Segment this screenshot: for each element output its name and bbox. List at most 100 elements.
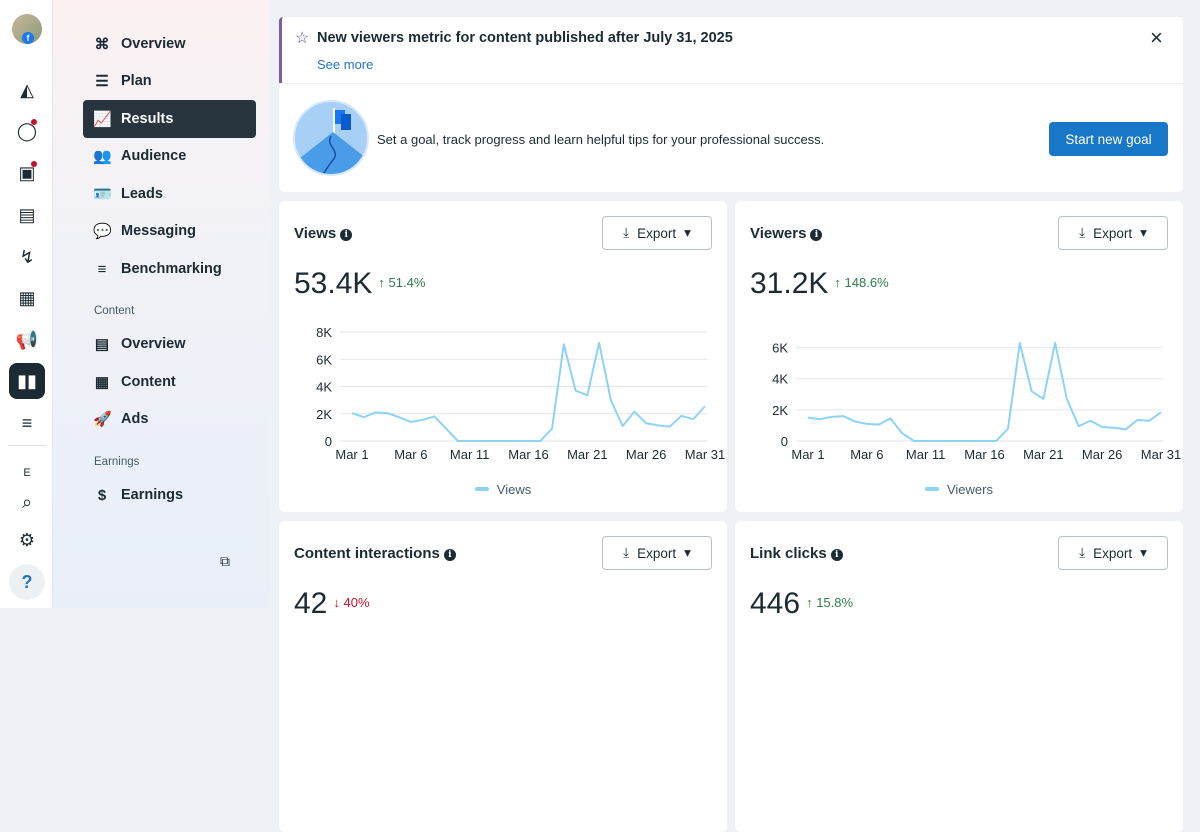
sidebar-item-label: Earnings [121,487,183,503]
export-button[interactable]: ⤓Export▾ [1058,536,1168,570]
activity-icon[interactable]: ↯ [9,239,45,275]
sidebar-item-content[interactable]: ▦Content [83,363,256,401]
avatar[interactable]: f [12,14,42,44]
start-new-goal-button[interactable]: Start new goal [1049,122,1168,156]
metric-value: 53.4K [294,267,372,300]
legend-label: Views [497,482,531,497]
x-tick-label: Mar 1 [335,447,368,462]
insights-icon[interactable]: ▮▮ [9,363,45,399]
sidebar-item-leads[interactable]: 🪪 Leads [83,175,256,213]
help-icon[interactable]: ? [9,564,45,600]
export-label: Export [1093,226,1132,241]
x-tick-label: Mar 1 [791,447,824,462]
x-tick-label: Mar 31 [1141,447,1181,462]
sidebar-item-label: Benchmarking [121,261,222,277]
export-label: Export [637,546,676,561]
content-overview-icon: ▤ [93,335,111,353]
x-tick-label: Mar 11 [906,447,946,462]
collapse-sidebar-icon[interactable]: ⧉ [220,553,230,570]
y-tick-label: 6K [316,352,332,367]
metric-change: ↑ 148.6% [834,275,888,290]
info-icon[interactable]: i [810,229,822,241]
export-button[interactable]: ⤓Export▾ [1058,216,1168,250]
close-icon[interactable]: × [1150,25,1163,51]
divider [8,445,46,446]
sidebar-item-benchmarking[interactable]: ≡Benchmarking [83,250,256,288]
compass-icon[interactable]: ◭ [9,72,45,108]
metric-value: 446 [750,587,800,620]
sidebar-item-label: Results [121,111,173,127]
star-icon: ☆ [295,28,309,48]
x-tick-label: Mar 16 [964,447,1004,462]
sidebar-item-label: Messaging [121,223,196,239]
x-tick-label: Mar 16 [508,447,548,462]
id-card-icon: 🪪 [93,185,111,203]
export-label: Export [637,226,676,241]
info-icon[interactable]: i [444,549,456,561]
list-icon: ☰ [93,72,111,90]
sidebar-item-label: Audience [121,148,186,164]
caret-down-icon: ▾ [1140,545,1147,561]
legend-swatch [925,487,939,491]
goal-illustration [293,100,369,176]
sidebar-item-earnings[interactable]: $Earnings [83,476,256,514]
x-tick-label: Mar 31 [685,447,725,462]
legend-label: Viewers [947,482,993,497]
notification-dot [31,161,37,167]
sidebar-item-label: Leads [121,186,163,202]
sidebar-item-overview[interactable]: ⌘Overview [83,25,256,63]
sidebar-item-plan[interactable]: ☰ Plan [83,62,256,100]
card-title: Content interactions [294,545,440,562]
info-icon[interactable]: i [340,229,352,241]
table-icon: ▦ [93,373,111,391]
sidebar-item-content-overview[interactable]: ▤Overview [83,325,256,363]
x-tick-label: Mar 21 [1023,447,1063,462]
x-tick-label: Mar 6 [850,447,883,462]
caret-down-icon: ▾ [684,225,691,241]
sidebar-item-messaging[interactable]: 💬Messaging [83,212,256,250]
x-tick-label: Mar 11 [450,447,490,462]
y-tick-label: 0 [781,434,788,449]
sidebar-item-label: Plan [121,73,152,89]
sidebar-item-ads[interactable]: 🚀Ads [83,400,256,438]
notice-banner: ☆ New viewers metric for content publish… [279,17,1183,83]
sidebar-item-audience[interactable]: 👥Audience [83,137,256,175]
edit-icon[interactable]: E [9,466,45,480]
chart-legend: Viewers [735,482,1183,497]
y-tick-label: 6K [772,341,788,356]
export-label: Export [1093,546,1132,561]
x-tick-label: Mar 26 [626,447,666,462]
legend-swatch [475,487,489,491]
contact-card-icon[interactable]: ▣ [9,155,45,191]
info-icon[interactable]: i [831,549,843,561]
metric-change: ↑ 51.4% [378,275,425,290]
banner-title: New viewers metric for content published… [317,30,733,46]
gear-icon[interactable]: ⚙ [9,522,45,558]
see-more-link[interactable]: See more [317,57,373,72]
calendar-icon[interactable]: ▦ [9,280,45,316]
search-icon[interactable]: ⌕ [9,484,45,520]
download-icon: ⤓ [1079,225,1085,241]
app-rail: f ◭ ◯ ▣ ▤ ↯ ▦ 📢 ▮▮ ≡ E ⌕ ⚙ ? [0,0,53,608]
menu-icon[interactable]: ≡ [9,405,45,441]
export-button[interactable]: ⤓Export▾ [602,536,712,570]
x-tick-label: Mar 6 [394,447,427,462]
y-tick-label: 4K [316,380,332,395]
megaphone-icon[interactable]: 📢 [9,322,45,358]
y-tick-label: 0 [325,434,332,449]
download-icon: ⤓ [623,225,629,241]
chat-icon[interactable]: ◯ [9,113,45,149]
trend-icon: 📈 [93,110,111,128]
overview-icon: ⌘ [93,35,111,53]
export-button[interactable]: ⤓ Export ▾ [602,216,712,250]
y-tick-label: 2K [772,403,788,418]
sidebar-item-results[interactable]: 📈 Results [83,100,256,138]
sidebar-item-label: Ads [121,411,148,427]
goal-card: Set a goal, track progress and learn hel… [279,84,1183,192]
posts-icon[interactable]: ▤ [9,197,45,233]
facebook-icon: f [22,32,34,44]
